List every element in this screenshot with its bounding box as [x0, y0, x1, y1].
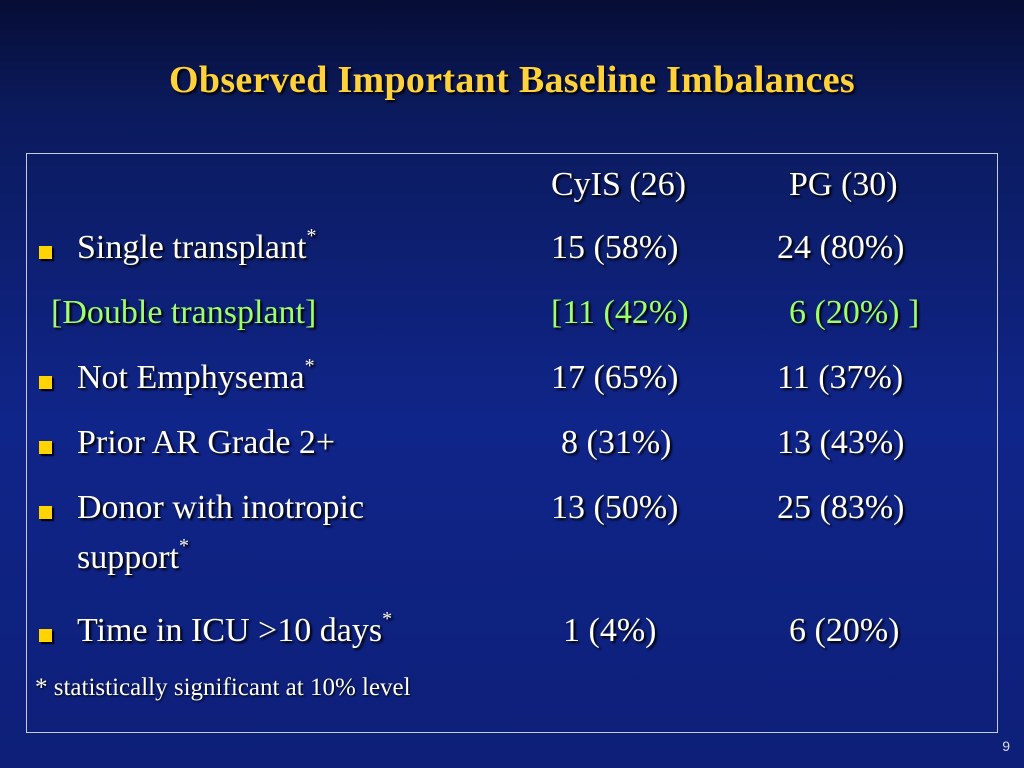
table-row-donor-inotropic: Donor with inotropic support* 13 (50%) 2…	[27, 489, 997, 589]
cyis-value: 15 (58%)	[551, 229, 679, 266]
table-row-prior-ar-grade: Prior AR Grade 2+ 8 (31%) 13 (43%)	[27, 424, 997, 474]
row-label: Not Emphysema*	[77, 355, 315, 397]
pg-value: 25 (83%)	[777, 489, 905, 526]
pg-value: 6 (20%)	[789, 612, 900, 649]
slide-number: 9	[1002, 738, 1010, 754]
pg-value: 11 (37%)	[777, 359, 904, 396]
bullet-icon	[39, 629, 52, 642]
significance-marker: *	[306, 225, 317, 247]
table-row-single-transplant: Single transplant* 15 (58%) 24 (80%)	[27, 225, 997, 279]
cyis-value: 8 (31%)	[561, 424, 672, 461]
table-row-not-emphysema: Not Emphysema* 17 (65%) 11 (37%)	[27, 355, 997, 409]
row-label: Time in ICU >10 days*	[77, 608, 392, 650]
pg-value: 13 (43%)	[777, 424, 905, 461]
row-label: Single transplant*	[77, 225, 316, 267]
row-label-text: Time in ICU >10 days	[77, 612, 383, 649]
pg-value: 6 (20%) ]	[789, 294, 920, 331]
significance-marker: *	[179, 535, 189, 557]
row-label: Donor with inotropic	[77, 489, 365, 526]
table-row-time-in-icu: Time in ICU >10 days* 1 (4%) 6 (20%)	[27, 608, 997, 662]
significance-marker: *	[382, 608, 393, 630]
column-header-pg: PG (30)	[789, 166, 898, 203]
significance-marker: *	[304, 355, 315, 377]
row-label-text: Single transplant	[77, 229, 307, 266]
bullet-icon	[39, 441, 52, 454]
row-label: [Double transplant]	[51, 294, 317, 331]
slide-title: Observed Important Baseline Imbalances	[169, 59, 855, 101]
column-header-cyis: CyIS (26)	[551, 166, 687, 203]
bullet-icon	[39, 246, 52, 259]
cyis-value: 17 (65%)	[551, 359, 679, 396]
row-label-text: support	[77, 539, 179, 576]
pg-value: 24 (80%)	[777, 229, 905, 266]
bullet-icon	[39, 506, 52, 519]
footnote: * statistically significant at 10% level	[35, 674, 411, 701]
row-label: Prior AR Grade 2+	[77, 424, 336, 461]
bullet-icon	[39, 376, 52, 389]
table-header-row: CyIS (26) PG (30)	[27, 166, 997, 216]
content-box: CyIS (26) PG (30) Single transplant* 15 …	[26, 153, 998, 733]
table-row-double-transplant: [Double transplant] [11 (42%) 6 (20%) ]	[27, 294, 997, 344]
row-label-text: Not Emphysema	[77, 359, 305, 396]
row-label-continuation: support*	[77, 535, 189, 577]
cyis-value: [11 (42%)	[551, 294, 689, 331]
cyis-value: 1 (4%)	[563, 612, 657, 649]
cyis-value: 13 (50%)	[551, 489, 679, 526]
